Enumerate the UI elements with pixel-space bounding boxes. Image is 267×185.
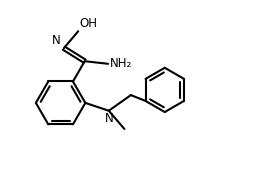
Text: NH₂: NH₂ xyxy=(109,57,132,70)
Text: N: N xyxy=(52,34,61,47)
Text: N: N xyxy=(104,112,113,125)
Text: OH: OH xyxy=(80,17,97,30)
